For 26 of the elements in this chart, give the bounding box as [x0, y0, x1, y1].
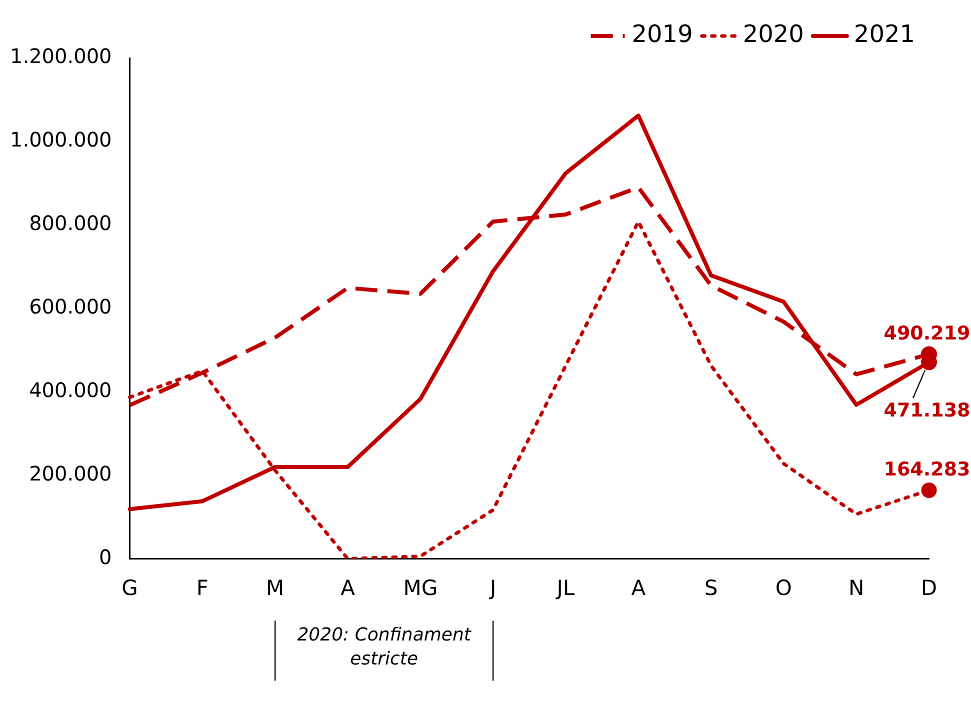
data-label: 471.138	[884, 400, 970, 422]
x-tick-label: M	[266, 576, 284, 600]
x-tick-label: JL	[554, 576, 575, 600]
legend-label: 2020	[742, 20, 804, 48]
y-tick-label: 1.200.000	[10, 44, 112, 68]
y-tick-label: 0	[99, 545, 112, 570]
x-tick-label: O	[775, 576, 792, 600]
legend-label: 2021	[854, 20, 915, 48]
y-tick-label: 1.000.000	[10, 128, 112, 152]
y-tick-label: 400.000	[29, 378, 112, 402]
x-tick-label: N	[848, 576, 864, 600]
y-tick-label: 800.000	[29, 211, 112, 236]
x-tick-label: F	[196, 576, 208, 600]
x-tick-label: J	[488, 576, 496, 600]
x-tick-label: A	[340, 576, 356, 600]
y-tick-label: 200.000	[29, 462, 112, 486]
x-tick-label: MG	[403, 576, 438, 600]
x-tick-label: G	[122, 576, 138, 600]
y-tick-label: 600.000	[29, 294, 112, 319]
x-tick-label: S	[704, 576, 718, 600]
x-tick-label: D	[920, 576, 938, 600]
text: 2020: Confinament estricte	[297, 624, 472, 670]
data-label: 490.219	[884, 322, 970, 345]
legend-label: 2019	[632, 20, 693, 48]
x-tick-label: A	[631, 576, 646, 600]
data-label: 164.283	[884, 458, 970, 481]
